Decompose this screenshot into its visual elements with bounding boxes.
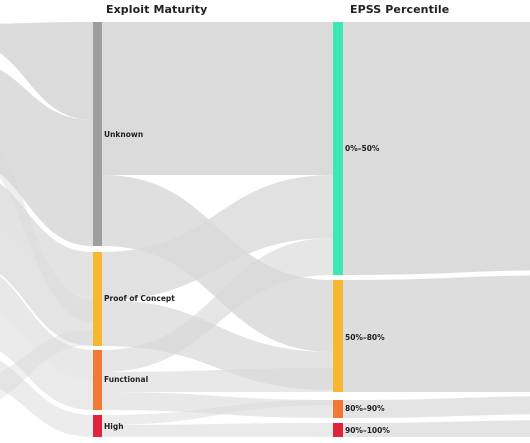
out-link-80-90 [343,396,530,418]
mid-link-functional-0-50 [102,238,333,372]
node-label-unknown: Unknown [104,130,144,139]
exploit-maturity-column-title: Exploit Maturity [106,3,208,16]
node-epss-p90_100 [333,423,343,437]
mid-link-poc-50-80 [102,300,333,390]
out-link-0-50 [343,21,530,275]
node-functional [93,350,102,410]
out-link-90-100 [343,420,530,437]
node-unknown [93,22,102,246]
flow-links [0,21,530,437]
in-link-5 [0,276,93,380]
in-link-2 [0,69,93,246]
flow-nodes [93,22,343,437]
node-label-epss-0-50: 0%–50% [345,144,380,153]
epss-percentile-column-title: EPSS Percentile [350,3,450,16]
node-label-functional: Functional [104,375,149,384]
in-link-9 [0,330,93,400]
node-label-epss-90-100: 90%–100% [345,426,390,435]
mid-link-high-90-100 [102,423,333,437]
node-poc [93,252,102,346]
node-label-epss-50-80: 50%–80% [345,333,385,342]
node-epss-p50_80 [333,280,343,392]
node-label-proof-of-concept: Proof of Concept [104,294,175,303]
mid-link-functional-80-90 [102,392,333,418]
in-link-7 [0,360,93,437]
mid-link-functional-50-80 [102,368,333,392]
node-label-epss-80-90: 80%–90% [345,404,385,413]
mid-link-poc-0-50 [102,175,333,300]
in-link-1 [0,22,93,120]
in-link-8 [0,149,93,322]
node-label-high: High [104,422,124,431]
in-link-4 [0,228,93,346]
in-link-6 [0,313,93,410]
node-epss-p0_50 [333,22,343,275]
node-epss-p80_90 [333,400,343,418]
in-link-3 [0,183,93,296]
node-high [93,415,102,437]
mid-link-high-80-90 [102,400,333,425]
mid-link-unknown-0-50 [102,22,333,175]
out-link-50-80 [343,275,530,392]
